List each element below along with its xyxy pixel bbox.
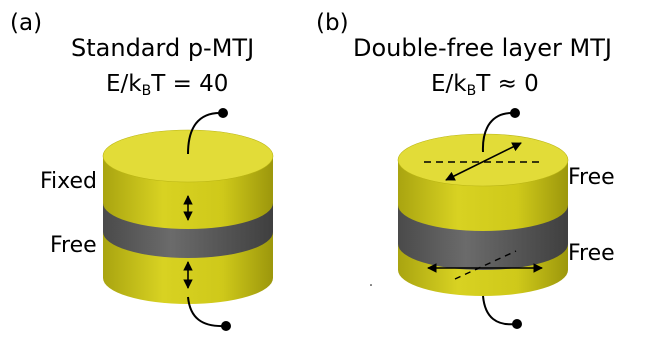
panel-b-pillar	[397, 108, 569, 329]
panel-a-pillar	[102, 108, 274, 331]
panel-a-free-label: Free	[50, 233, 97, 258]
panel-a-top-face	[102, 129, 274, 183]
panel-b-bottom-wire	[482, 295, 517, 326]
energy-rhs: T ≈ 0	[476, 71, 539, 97]
panel-b-bottom-dashed-line	[454, 250, 517, 280]
energy-subscript: B	[141, 83, 152, 99]
panel-a-energy: E/kBT = 40	[106, 71, 229, 99]
panel-b-top-terminal	[510, 108, 520, 118]
energy-lhs: E/k	[106, 71, 142, 97]
panel-b-title: Double-free layer MTJ	[353, 34, 612, 62]
panel-a-top-wire	[187, 111, 223, 155]
panel-b-energy: E/kBT ≈ 0	[431, 71, 539, 99]
panel-a-bottom-terminal	[221, 321, 231, 331]
energy-lhs: E/k	[431, 71, 467, 97]
panel-a-letter: (a)	[10, 10, 43, 36]
panel-b-bottom-terminal	[512, 319, 522, 329]
panel-a-bottom-wire	[187, 296, 226, 328]
panel-b-bottom-free-label: Free	[568, 241, 615, 266]
panel-a-top-terminal	[218, 108, 228, 118]
panel-a-fixed-label: Fixed	[40, 169, 98, 194]
stray-dot	[370, 284, 372, 286]
panel-b-top-arrow	[445, 142, 522, 181]
panel-a-title: Standard p-MTJ	[71, 34, 255, 62]
energy-subscript: B	[466, 83, 477, 99]
panel-b-top-wire	[481, 111, 515, 153]
panel-b-top-free-label: Free	[568, 165, 615, 190]
energy-rhs: T = 40	[151, 71, 229, 97]
panel-b-letter: (b)	[316, 10, 349, 36]
